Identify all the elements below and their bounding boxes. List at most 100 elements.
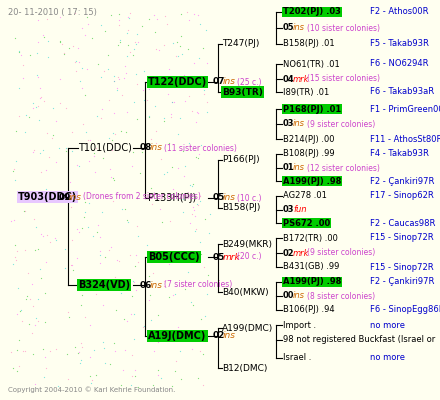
Point <box>201 87 208 94</box>
Text: Israel .: Israel . <box>283 354 312 362</box>
Point <box>169 99 176 105</box>
Point <box>177 348 184 354</box>
Point <box>113 307 120 313</box>
Point <box>118 128 125 134</box>
Point <box>176 115 183 121</box>
Text: B12(DMC): B12(DMC) <box>222 364 268 372</box>
Point <box>34 72 41 78</box>
Point <box>158 375 165 382</box>
Point <box>181 172 188 179</box>
Point <box>28 330 35 336</box>
Point <box>84 14 91 20</box>
Point <box>44 231 51 238</box>
Point <box>19 348 26 355</box>
Point <box>185 93 192 99</box>
Text: B40(MKW): B40(MKW) <box>222 288 269 296</box>
Point <box>165 386 172 392</box>
Point <box>174 52 181 59</box>
Point <box>13 128 20 134</box>
Point <box>199 81 206 88</box>
Point <box>98 22 105 28</box>
Point <box>164 21 171 27</box>
Point <box>182 286 189 292</box>
Point <box>187 299 194 306</box>
Text: T122(DDC): T122(DDC) <box>148 77 207 87</box>
Point <box>191 60 198 66</box>
Point <box>167 218 174 224</box>
Point <box>32 314 39 321</box>
Text: I89(TR) .01: I89(TR) .01 <box>283 88 329 96</box>
Point <box>111 177 118 184</box>
Text: 02: 02 <box>213 332 225 340</box>
Point <box>165 66 172 72</box>
Point <box>105 97 112 103</box>
Point <box>194 375 202 382</box>
Point <box>106 166 113 172</box>
Point <box>150 382 157 388</box>
Point <box>39 198 46 204</box>
Point <box>114 42 121 48</box>
Point <box>12 158 19 164</box>
Point <box>66 45 73 52</box>
Point <box>114 74 121 80</box>
Text: (7 sister colonies): (7 sister colonies) <box>164 280 232 290</box>
Point <box>147 185 154 191</box>
Point <box>65 376 72 382</box>
Text: ins: ins <box>293 164 305 172</box>
Point <box>161 283 168 289</box>
Point <box>44 16 51 22</box>
Text: F2 - Çankiri97R: F2 - Çankiri97R <box>370 176 434 186</box>
Point <box>161 115 168 122</box>
Point <box>190 204 197 210</box>
Point <box>125 26 132 33</box>
Point <box>65 313 72 320</box>
Text: A199(PJ) .98: A199(PJ) .98 <box>283 176 341 186</box>
Text: mrk: mrk <box>223 252 241 262</box>
Point <box>105 52 112 58</box>
Point <box>146 297 153 303</box>
Point <box>76 228 83 235</box>
Point <box>56 145 63 151</box>
Point <box>192 154 199 160</box>
Point <box>64 351 71 357</box>
Point <box>34 246 41 252</box>
Point <box>81 92 88 98</box>
Point <box>46 154 53 160</box>
Point <box>108 244 115 250</box>
Point <box>147 317 154 324</box>
Point <box>179 251 186 257</box>
Text: (12 sister colonies): (12 sister colonies) <box>307 164 380 172</box>
Point <box>9 261 16 267</box>
Point <box>82 32 89 38</box>
Text: A19J(DMC): A19J(DMC) <box>148 331 206 341</box>
Point <box>166 261 173 267</box>
Point <box>56 38 63 44</box>
Point <box>204 99 211 105</box>
Text: Import .: Import . <box>283 320 316 330</box>
Point <box>184 46 191 52</box>
Point <box>87 380 94 386</box>
Text: ins: ins <box>150 144 163 152</box>
Point <box>98 209 105 216</box>
Point <box>161 42 168 48</box>
Text: no more: no more <box>370 320 405 330</box>
Point <box>30 215 37 222</box>
Point <box>62 105 70 111</box>
Point <box>16 113 23 119</box>
Point <box>73 226 81 232</box>
Text: F2 - Athos00R: F2 - Athos00R <box>370 8 429 16</box>
Point <box>92 290 99 297</box>
Text: (25 c.): (25 c.) <box>237 78 261 86</box>
Point <box>99 302 106 308</box>
Point <box>109 136 116 143</box>
Text: T903(DDC): T903(DDC) <box>18 192 77 202</box>
Point <box>92 168 99 175</box>
Point <box>129 278 136 284</box>
Point <box>192 228 199 234</box>
Point <box>116 39 123 46</box>
Point <box>143 242 150 248</box>
Point <box>105 66 112 72</box>
Text: A199(DMC): A199(DMC) <box>222 324 273 332</box>
Text: 20- 11-2010 ( 17: 15): 20- 11-2010 ( 17: 15) <box>8 8 97 17</box>
Text: NO61(TR) .01: NO61(TR) .01 <box>283 60 340 68</box>
